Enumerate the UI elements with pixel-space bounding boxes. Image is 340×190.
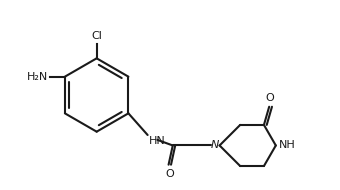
Text: H₂N: H₂N bbox=[27, 72, 49, 82]
Text: N: N bbox=[211, 140, 220, 150]
Text: Cl: Cl bbox=[91, 31, 102, 41]
Text: O: O bbox=[166, 169, 174, 179]
Text: NH: NH bbox=[278, 140, 295, 150]
Text: O: O bbox=[265, 93, 274, 103]
Text: HN: HN bbox=[149, 136, 166, 146]
